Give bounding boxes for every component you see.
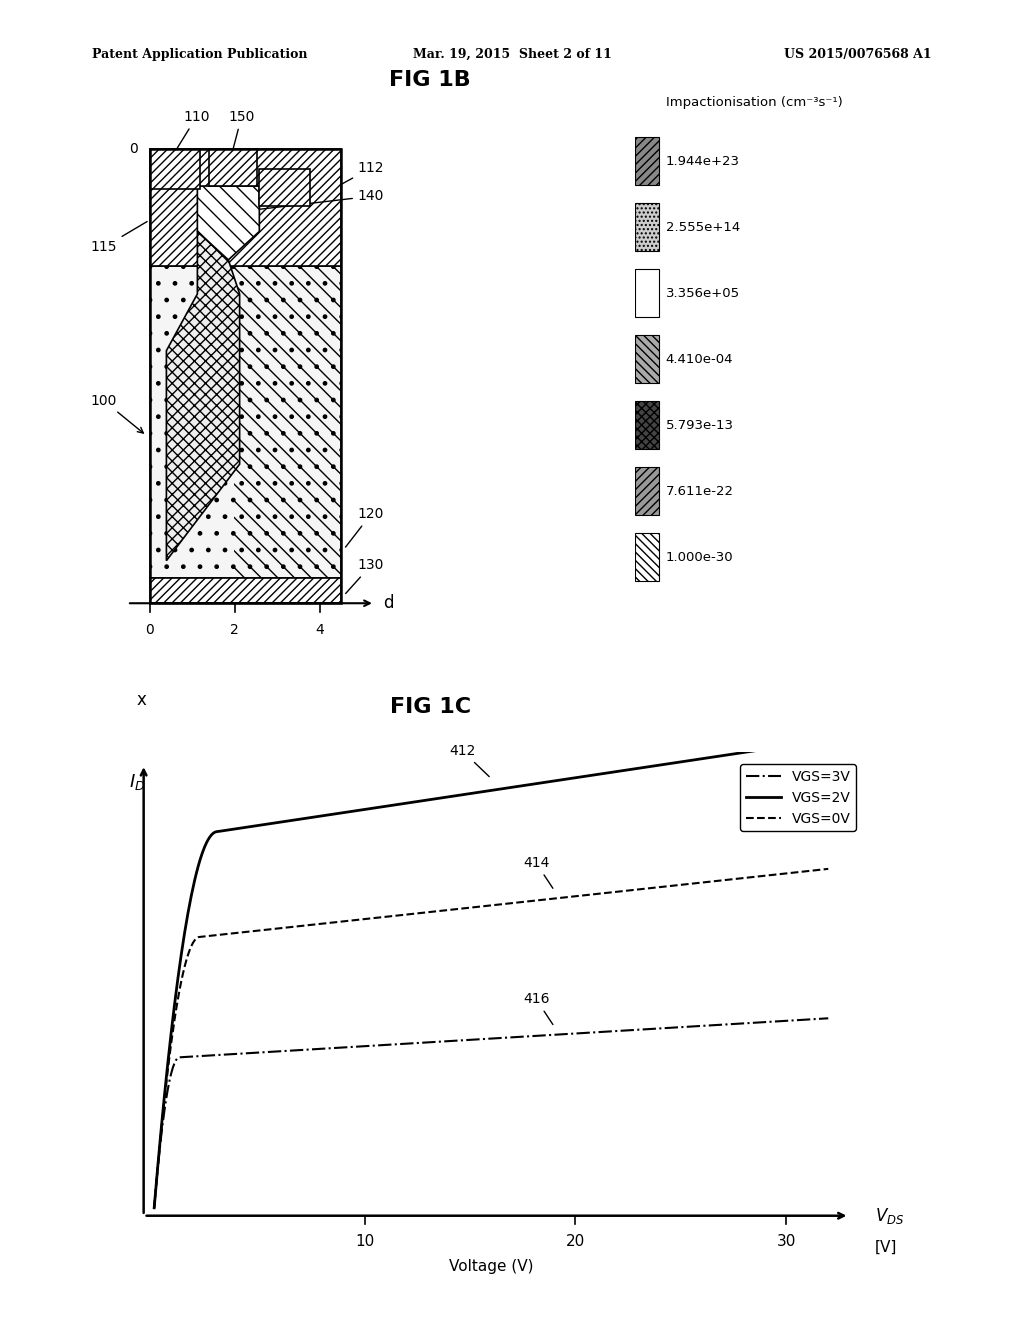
Bar: [150, 265, 341, 578]
Polygon shape: [167, 231, 240, 561]
Bar: [150, 149, 201, 189]
Text: $I_D$: $I_D$: [129, 772, 145, 792]
Text: 110: 110: [176, 110, 210, 149]
Bar: [635, 401, 659, 449]
Text: x: x: [136, 692, 146, 709]
Text: FIG 1B: FIG 1B: [389, 70, 471, 90]
Polygon shape: [198, 186, 259, 260]
Text: 115: 115: [90, 222, 147, 255]
Text: Voltage (V): Voltage (V): [449, 1259, 534, 1274]
Text: 10: 10: [355, 1233, 375, 1249]
Text: 2.555e+14: 2.555e+14: [666, 220, 740, 234]
Text: 4.410e-04: 4.410e-04: [666, 352, 733, 366]
Text: 20: 20: [566, 1233, 585, 1249]
Text: 412: 412: [450, 743, 489, 776]
Text: 414: 414: [523, 855, 553, 888]
Text: 416: 416: [523, 993, 553, 1024]
Text: 130: 130: [346, 558, 384, 594]
Bar: [635, 533, 659, 581]
Text: 5.793e-13: 5.793e-13: [666, 418, 733, 432]
Text: US 2015/0076568 A1: US 2015/0076568 A1: [784, 48, 932, 61]
Text: 0: 0: [129, 143, 138, 156]
Text: 112: 112: [341, 161, 384, 185]
Text: 140: 140: [243, 189, 384, 211]
Text: 2: 2: [230, 623, 239, 638]
Bar: [259, 169, 310, 206]
Text: 1.000e-30: 1.000e-30: [666, 550, 733, 564]
Text: [V]: [V]: [874, 1239, 897, 1255]
Bar: [234, 265, 341, 578]
Bar: [635, 137, 659, 185]
Bar: [635, 335, 659, 383]
Text: 100: 100: [90, 393, 143, 433]
Bar: [209, 149, 257, 186]
Text: 0: 0: [145, 623, 154, 638]
Text: Patent Application Publication: Patent Application Publication: [92, 48, 307, 61]
Text: 3.356e+05: 3.356e+05: [666, 286, 739, 300]
Text: 150: 150: [228, 110, 255, 149]
Legend: VGS=3V, VGS=2V, VGS=0V: VGS=3V, VGS=2V, VGS=0V: [740, 764, 856, 832]
Text: d: d: [383, 594, 394, 612]
Text: FIG 1C: FIG 1C: [389, 697, 471, 717]
Bar: [635, 467, 659, 515]
Text: 4: 4: [315, 623, 324, 638]
Text: 7.611e-22: 7.611e-22: [666, 484, 733, 498]
Bar: [150, 149, 341, 265]
Bar: [150, 578, 341, 603]
Text: 30: 30: [776, 1233, 796, 1249]
Text: Mar. 19, 2015  Sheet 2 of 11: Mar. 19, 2015 Sheet 2 of 11: [413, 48, 611, 61]
Bar: [635, 269, 659, 317]
Text: Impactionisation (cm⁻³s⁻¹): Impactionisation (cm⁻³s⁻¹): [666, 96, 843, 110]
Text: $V_{DS}$: $V_{DS}$: [874, 1205, 904, 1226]
Text: 1.944e+23: 1.944e+23: [666, 154, 739, 168]
Bar: [150, 149, 341, 603]
Text: 120: 120: [345, 507, 384, 546]
Bar: [635, 203, 659, 251]
